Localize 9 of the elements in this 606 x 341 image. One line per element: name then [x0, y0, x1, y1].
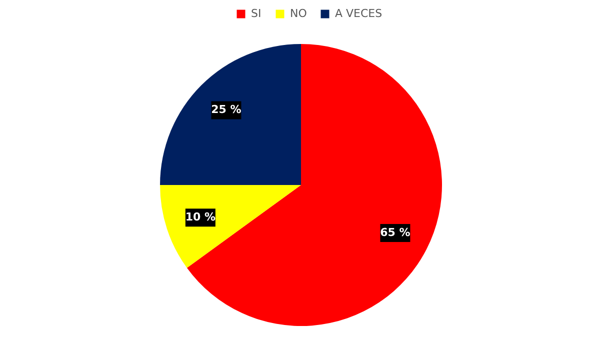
legend-label: NO — [290, 7, 308, 20]
legend-label: A VECES — [335, 7, 382, 20]
pie-slice — [186, 44, 442, 326]
data-label: 65 % — [380, 226, 410, 240]
data-label: 25 % — [211, 103, 242, 116]
pie-slice — [160, 44, 301, 185]
pie-slice — [160, 185, 301, 268]
data-label: 10 % — [185, 210, 216, 224]
legend-label: SI — [251, 7, 262, 20]
